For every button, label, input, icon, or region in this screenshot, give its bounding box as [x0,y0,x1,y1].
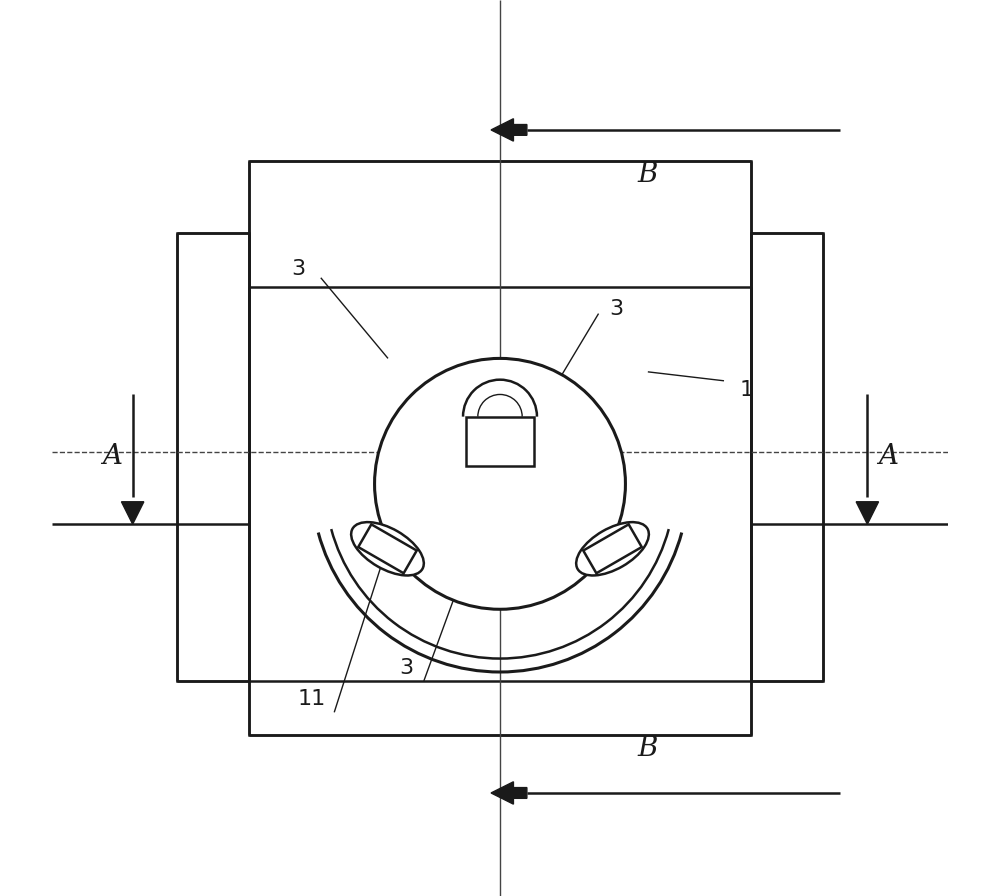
FancyArrow shape [491,118,527,141]
Bar [466,417,534,466]
Text: 3: 3 [609,299,624,319]
Text: 3: 3 [291,259,305,279]
Text: B: B [638,735,658,762]
Text: B: B [638,161,658,188]
Bar [751,233,823,681]
Text: 3: 3 [399,658,413,677]
Text: A: A [878,444,898,470]
Ellipse shape [351,522,424,575]
Polygon shape [358,524,417,573]
FancyArrow shape [121,502,144,524]
Ellipse shape [576,522,649,575]
Bar [249,161,751,735]
FancyArrow shape [491,781,527,805]
Text: A: A [102,444,122,470]
FancyArrow shape [856,502,879,524]
Text: 1: 1 [739,380,753,400]
Ellipse shape [591,533,634,564]
Polygon shape [583,524,642,573]
Circle shape [375,358,625,609]
Ellipse shape [366,533,409,564]
Text: 11: 11 [298,689,326,709]
Bar [177,233,249,681]
